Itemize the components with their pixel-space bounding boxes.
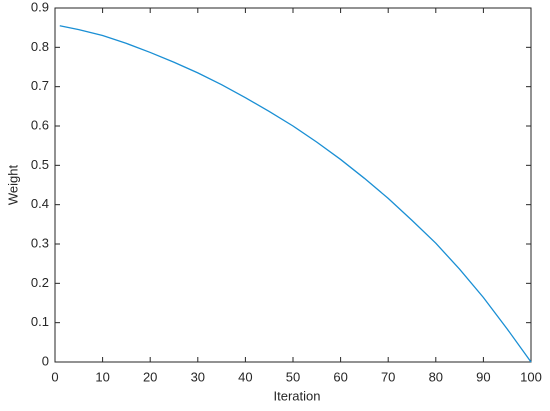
x-tick-label: 20 — [143, 369, 157, 384]
y-tick-label: 0.8 — [31, 39, 49, 54]
x-tick-label: 30 — [191, 369, 205, 384]
y-tick-label: 0.9 — [31, 0, 49, 14]
y-tick-label: 0.2 — [31, 275, 49, 290]
y-tick-label: 0.6 — [31, 117, 49, 132]
line — [59, 25, 532, 363]
y-tick-label: 0.4 — [31, 196, 49, 211]
x-tick-label: 50 — [286, 369, 300, 384]
x-tick-label: 90 — [476, 369, 490, 384]
x-tick-label: 40 — [238, 369, 252, 384]
x-tick-label: 100 — [520, 369, 542, 384]
y-tick-label: 0.7 — [31, 78, 49, 93]
x-axis-label: Iteration — [274, 388, 321, 403]
y-tick-label: 0.3 — [31, 235, 49, 250]
x-tick-label: 70 — [381, 369, 395, 384]
x-tick-label: 80 — [429, 369, 443, 384]
y-tick-label: 0.5 — [31, 157, 49, 172]
plot-box — [54, 7, 532, 363]
y-tick-label: 0 — [42, 353, 49, 368]
x-tick-label: 10 — [95, 369, 109, 384]
y-tick-label: 0.1 — [31, 314, 49, 329]
y-axis-label: Weight — [5, 165, 20, 206]
x-tick-label: 0 — [51, 369, 58, 384]
x-tick-label: 60 — [333, 369, 347, 384]
